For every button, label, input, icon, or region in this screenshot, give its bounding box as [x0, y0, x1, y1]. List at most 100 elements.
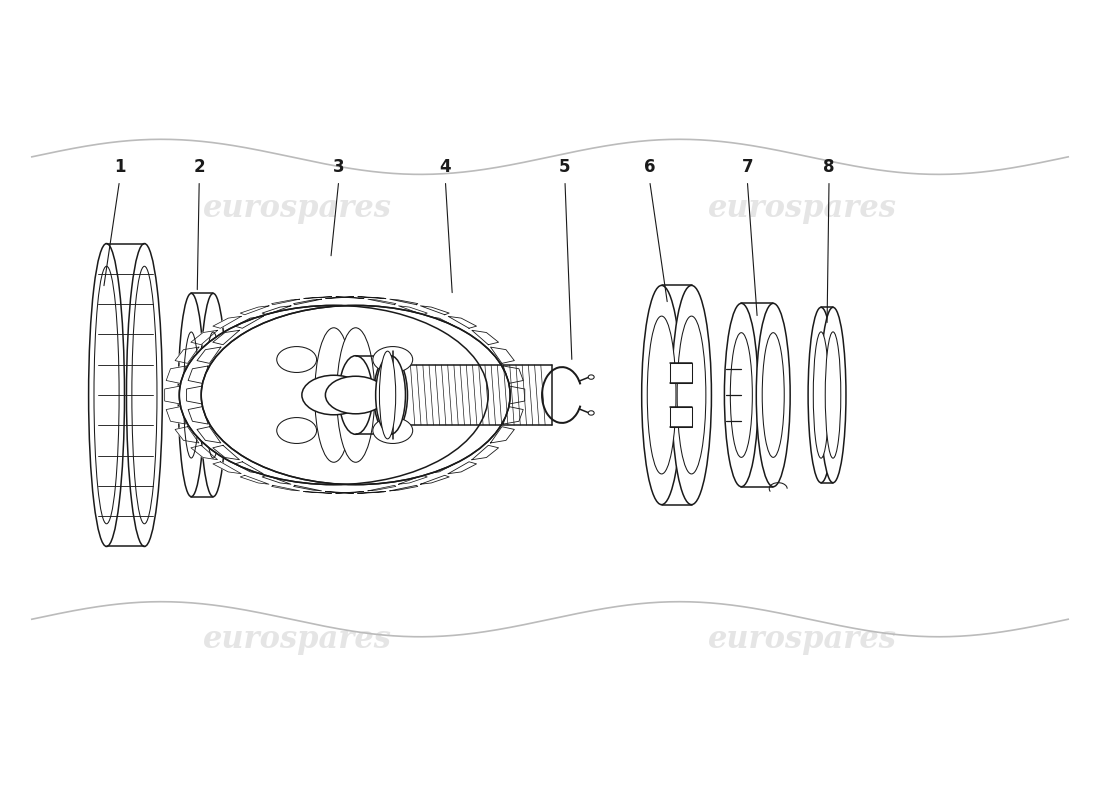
Ellipse shape — [373, 418, 412, 443]
Polygon shape — [240, 306, 270, 314]
Polygon shape — [234, 316, 263, 328]
Ellipse shape — [132, 266, 157, 524]
Ellipse shape — [178, 294, 205, 497]
Polygon shape — [212, 446, 240, 460]
Ellipse shape — [277, 346, 317, 373]
Polygon shape — [188, 406, 208, 424]
Text: eurospares: eurospares — [707, 193, 896, 224]
Polygon shape — [450, 446, 476, 460]
Ellipse shape — [339, 356, 373, 434]
Polygon shape — [472, 330, 498, 345]
Ellipse shape — [641, 286, 682, 505]
Polygon shape — [175, 426, 199, 443]
Text: 5: 5 — [559, 158, 571, 176]
Polygon shape — [509, 386, 525, 404]
Ellipse shape — [730, 333, 752, 458]
Polygon shape — [165, 386, 180, 404]
Polygon shape — [175, 347, 199, 363]
Polygon shape — [191, 330, 218, 345]
Polygon shape — [398, 306, 427, 314]
Polygon shape — [472, 446, 498, 460]
Text: 7: 7 — [741, 158, 754, 176]
Text: eurospares: eurospares — [707, 624, 896, 654]
Polygon shape — [482, 366, 502, 383]
Polygon shape — [197, 347, 221, 363]
Polygon shape — [398, 475, 427, 484]
Polygon shape — [389, 299, 418, 305]
Ellipse shape — [179, 306, 488, 485]
Ellipse shape — [379, 351, 396, 439]
Ellipse shape — [373, 346, 412, 373]
Bar — [670, 363, 692, 383]
Ellipse shape — [374, 356, 407, 434]
Polygon shape — [336, 297, 364, 298]
Ellipse shape — [813, 332, 828, 458]
Ellipse shape — [326, 376, 386, 414]
Text: 2: 2 — [194, 158, 205, 176]
Ellipse shape — [89, 243, 124, 546]
Text: 6: 6 — [644, 158, 656, 176]
Polygon shape — [166, 406, 186, 424]
Ellipse shape — [588, 375, 594, 379]
Ellipse shape — [808, 307, 834, 482]
Polygon shape — [294, 486, 321, 491]
Polygon shape — [469, 426, 493, 443]
Polygon shape — [213, 316, 241, 328]
Polygon shape — [304, 491, 331, 494]
Ellipse shape — [672, 286, 712, 505]
Polygon shape — [188, 366, 208, 383]
Polygon shape — [336, 491, 364, 494]
Polygon shape — [389, 486, 418, 491]
Polygon shape — [358, 297, 386, 298]
Polygon shape — [240, 475, 270, 484]
Polygon shape — [191, 446, 218, 460]
Polygon shape — [448, 316, 476, 328]
Ellipse shape — [201, 306, 510, 485]
Ellipse shape — [126, 243, 163, 546]
Polygon shape — [469, 347, 493, 363]
Polygon shape — [448, 462, 476, 474]
Polygon shape — [272, 299, 299, 305]
Polygon shape — [197, 426, 221, 443]
Polygon shape — [326, 491, 353, 494]
Text: eurospares: eurospares — [204, 193, 393, 224]
Ellipse shape — [588, 410, 594, 415]
Polygon shape — [187, 386, 202, 404]
Polygon shape — [482, 406, 502, 424]
Ellipse shape — [301, 375, 365, 414]
Bar — [670, 407, 692, 427]
Ellipse shape — [315, 328, 353, 462]
Ellipse shape — [647, 316, 676, 474]
Ellipse shape — [277, 418, 317, 443]
Ellipse shape — [206, 332, 221, 458]
Ellipse shape — [200, 294, 227, 497]
Polygon shape — [358, 491, 386, 494]
Ellipse shape — [337, 328, 375, 462]
Polygon shape — [487, 386, 503, 404]
Polygon shape — [368, 299, 396, 305]
Polygon shape — [427, 316, 454, 328]
Polygon shape — [420, 475, 449, 484]
Text: eurospares: eurospares — [204, 624, 393, 654]
Polygon shape — [491, 426, 515, 443]
Ellipse shape — [375, 356, 406, 434]
Polygon shape — [294, 299, 321, 305]
Polygon shape — [213, 462, 241, 474]
Ellipse shape — [94, 266, 119, 524]
Polygon shape — [491, 347, 515, 363]
Text: 8: 8 — [823, 158, 835, 176]
Polygon shape — [420, 306, 449, 314]
Polygon shape — [262, 475, 290, 484]
Polygon shape — [503, 366, 524, 383]
Polygon shape — [326, 297, 353, 298]
Polygon shape — [427, 462, 454, 474]
Ellipse shape — [678, 316, 706, 474]
Polygon shape — [166, 366, 186, 383]
Polygon shape — [272, 486, 299, 491]
Text: 1: 1 — [113, 158, 125, 176]
Polygon shape — [503, 406, 524, 424]
Ellipse shape — [757, 303, 790, 486]
Ellipse shape — [725, 303, 758, 486]
Ellipse shape — [825, 332, 840, 458]
Polygon shape — [304, 297, 331, 298]
